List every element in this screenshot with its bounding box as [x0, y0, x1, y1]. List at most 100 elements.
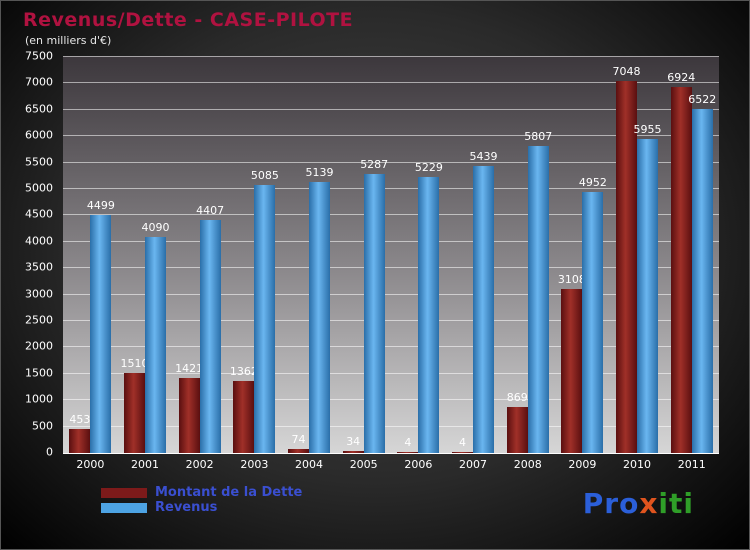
x-tick-label: 2008	[513, 458, 542, 471]
bar-value-label: 4	[459, 436, 467, 449]
bar-dette-2011: 6924	[667, 71, 695, 453]
gridline	[63, 293, 719, 295]
legend-label: Montant de la Dette	[155, 485, 303, 500]
bar-dette-2000: 453	[69, 413, 91, 453]
bar-value-label: 1362	[229, 365, 258, 379]
gridline	[63, 188, 719, 189]
y-tick-label: 4500	[25, 207, 53, 221]
y-tick-label: 6000	[25, 128, 53, 142]
y-tick-label: 3000	[25, 287, 53, 301]
gridline	[63, 425, 719, 427]
bar-group-2005: 34 5287 2005	[336, 56, 391, 471]
y-tick-label: 7000	[25, 75, 53, 89]
legend: Montant de la Dette Revenus	[101, 485, 302, 515]
bar-value-label: 6924	[667, 71, 696, 85]
bar-group-2006: 4 5229 2006	[391, 56, 446, 471]
gridline	[63, 161, 719, 163]
bar-revenus-2008: 5807	[524, 130, 552, 453]
bar-value-label: 4499	[86, 199, 115, 213]
bar-group-2004: 74 5139 2004	[282, 56, 337, 471]
x-tick-label: 2003	[240, 458, 269, 471]
legend-label: Revenus	[155, 500, 218, 515]
legend-item: Montant de la Dette	[101, 485, 302, 500]
y-tick-label: 1000	[25, 392, 53, 406]
bar-value-label: 5955	[633, 122, 662, 136]
bar-value-label: 453	[69, 413, 91, 427]
x-tick-label: 2004	[295, 458, 324, 471]
bar-group-2009: 3108 4952 2009	[555, 56, 610, 471]
logo-part: x	[639, 487, 659, 520]
bar-revenus-2005: 5287	[360, 158, 388, 453]
bar-revenus-2010: 5955	[634, 123, 662, 453]
x-tick-label: 2001	[131, 458, 159, 471]
gridline	[63, 56, 719, 57]
y-tick-label: 3500	[25, 260, 53, 274]
bar-value-label: 7048	[612, 64, 641, 78]
y-tick-label: 6500	[25, 102, 53, 116]
bar-dette-2008: 869	[506, 391, 528, 453]
legend-swatch	[101, 502, 147, 513]
bar-revenus-2007: 5439	[470, 150, 498, 453]
bar-revenus-2011: 6522	[688, 93, 716, 453]
legend-item: Revenus	[101, 500, 302, 515]
chart-title: Revenus/Dette - CASE-PILOTE	[23, 9, 354, 31]
bar-dette-2003: 1362	[230, 365, 258, 453]
bar-group-2002: 1421 4407 2002	[172, 56, 227, 471]
y-tick-label: 7500	[25, 49, 53, 63]
bar-value-label: 5439	[469, 149, 498, 163]
gridline	[63, 214, 719, 216]
bar-revenus-2006: 5229	[415, 161, 443, 453]
bar-value-label: 5085	[250, 168, 279, 182]
bar-revenus-2004: 5139	[306, 166, 334, 453]
bar-revenus-2003: 5085	[251, 169, 279, 453]
bar-revenus-2001: 4090	[142, 221, 170, 453]
bar-value-label: 3108	[557, 272, 586, 286]
y-tick-label: 4000	[25, 234, 53, 248]
bar-value-label: 6522	[688, 92, 717, 106]
bar-value-label: 34	[346, 435, 361, 449]
legend-swatch	[101, 487, 147, 498]
bar-value-label: 1510	[120, 357, 149, 371]
bar-group-2008: 869 5807 2008	[500, 56, 555, 471]
x-tick-label: 2007	[459, 458, 488, 471]
bar-value-label: 5139	[305, 165, 334, 179]
bar-value-label: 1421	[175, 361, 204, 375]
bar-group-2011: 6924 6522 2011	[664, 56, 719, 471]
y-tick-label: 2000	[25, 339, 53, 353]
y-tick-label: 5000	[25, 181, 53, 195]
gridline	[63, 346, 719, 348]
bar-dette-2005: 34	[342, 435, 364, 453]
y-tick-label: 0	[46, 445, 53, 459]
x-tick-label: 2002	[185, 458, 214, 471]
bar-dette-2002: 1421	[175, 362, 203, 453]
bar-value-label: 4090	[141, 221, 170, 235]
bar-value-label: 4	[404, 436, 412, 449]
logo-part: Pro	[582, 487, 640, 520]
gridline	[63, 108, 719, 110]
chart-subtitle: (en milliers d'€)	[25, 34, 112, 47]
x-tick-label: 2010	[623, 458, 652, 471]
bar-dette-2009: 3108	[558, 273, 586, 453]
bar-revenus-2000: 4499	[87, 199, 115, 453]
bar-dette-2006: 4	[397, 436, 419, 453]
bar-value-label: 5807	[524, 130, 553, 144]
gridline	[63, 240, 719, 242]
bar-value-label: 5287	[360, 157, 389, 171]
bar-value-label: 74	[291, 433, 306, 447]
y-tick-label: 500	[32, 419, 53, 433]
bar-group-2007: 4 5439 2007	[446, 56, 501, 471]
bar-value-label: 5229	[414, 160, 443, 174]
bar-value-label: 4407	[196, 204, 225, 218]
bar-group-2003: 1362 5085 2003	[227, 56, 282, 471]
plot-wrap: 0 500 1000 1500 2000 2500 3000 3500 4000 4500 5000…	[1, 50, 750, 471]
x-tick-label: 2000	[76, 458, 105, 471]
bar-group-2001: 1510 4090 2001	[118, 56, 173, 471]
x-tick-label: 2011	[677, 458, 706, 471]
bar-revenus-2002: 4407	[196, 204, 224, 453]
gridline	[63, 320, 719, 321]
y-tick-label: 1500	[25, 366, 53, 380]
y-axis: 0 500 1000 1500 2000 2500 3000 3500 4000 4500 5000…	[1, 50, 57, 459]
gridline	[63, 82, 719, 84]
x-tick-label: 2006	[404, 458, 433, 471]
